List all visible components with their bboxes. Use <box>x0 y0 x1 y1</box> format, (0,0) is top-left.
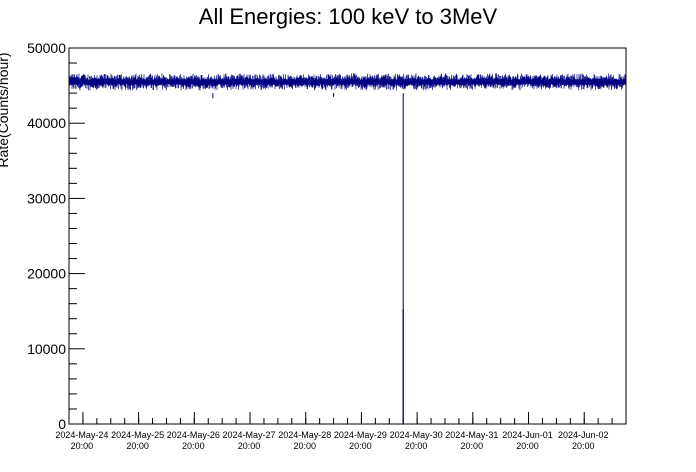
series-layer <box>68 73 627 424</box>
x-tick-label-date: 2024-May-28 <box>278 430 331 440</box>
x-tick-label-time: 20:00 <box>349 441 372 451</box>
y-tick-label: 30000 <box>27 190 66 206</box>
x-tick-label-date: 2024-May-30 <box>390 430 443 440</box>
x-axis: 2024-May-2420:002024-May-2520:002024-May… <box>55 412 627 451</box>
x-tick-label-date: 2024-May-24 <box>55 430 108 440</box>
x-tick-label-date: 2024-May-25 <box>111 430 164 440</box>
y-axis-label: Rate(Counts/hour) <box>0 52 11 167</box>
y-tick-label: 50000 <box>27 40 66 56</box>
x-tick-label-date: 2024-May-31 <box>445 430 498 440</box>
x-tick-label-time: 20:00 <box>293 441 316 451</box>
y-tick-label: 0 <box>58 416 66 432</box>
y-tick-label: 10000 <box>27 341 66 357</box>
chart-title: All Energies: 100 keV to 3MeV <box>199 4 498 29</box>
x-tick-label-time: 20:00 <box>461 441 484 451</box>
x-tick-label-time: 20:00 <box>238 441 261 451</box>
x-tick-label-date: 2024-May-26 <box>167 430 220 440</box>
x-tick-label-time: 20:00 <box>516 441 539 451</box>
x-tick-label-date: 2024-Jun-02 <box>558 430 609 440</box>
y-axis: 0 10000 20000 30000 40000 50000 <box>27 40 85 432</box>
y-tick-label: 20000 <box>27 266 66 282</box>
x-tick-label-time: 20:00 <box>572 441 595 451</box>
plot-frame <box>68 47 627 425</box>
x-tick-label-time: 20:00 <box>182 441 205 451</box>
x-tick-label-time: 20:00 <box>405 441 428 451</box>
x-tick-label-time: 20:00 <box>126 441 149 451</box>
plot-border <box>68 47 627 425</box>
x-tick-label-time: 20:00 <box>71 441 94 451</box>
y-tick-label: 40000 <box>27 115 66 131</box>
x-tick-label-date: 2024-May-27 <box>223 430 276 440</box>
x-tick-label-date: 2024-May-29 <box>334 430 387 440</box>
series-line <box>68 79 627 85</box>
x-tick-label-date: 2024-Jun-01 <box>502 430 553 440</box>
